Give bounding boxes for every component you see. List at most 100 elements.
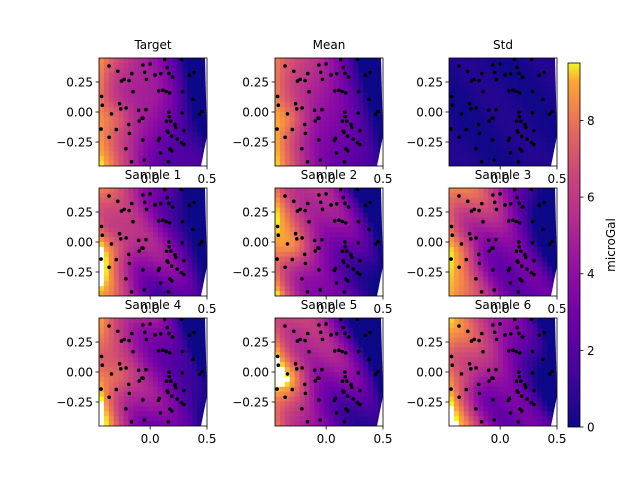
observation-point	[368, 200, 372, 205]
observation-point	[122, 207, 126, 212]
heat-cell	[123, 82, 130, 89]
observation-point	[275, 257, 279, 261]
heat-cell	[522, 376, 529, 383]
heat-cell	[478, 77, 484, 84]
heat-cell	[343, 227, 350, 233]
heat-cell	[182, 281, 188, 287]
heat-cell	[478, 281, 484, 287]
heat-cell	[182, 222, 188, 228]
heat-cell	[275, 271, 281, 277]
heat-cell	[275, 416, 281, 422]
heat-cell	[527, 411, 534, 417]
heat-cell	[373, 266, 379, 273]
heat-cell	[162, 82, 169, 89]
heat-cell	[449, 411, 455, 417]
heat-cell	[333, 357, 340, 363]
heat-cell	[338, 202, 345, 209]
heat-cell	[118, 352, 125, 358]
heat-cell	[108, 411, 115, 417]
observation-point	[124, 406, 128, 411]
heat-cell	[157, 112, 164, 118]
heat-cell	[118, 381, 125, 388]
heat-cell	[552, 107, 557, 113]
heat-cell	[483, 67, 489, 74]
heat-cell	[177, 337, 184, 344]
heat-cell	[358, 188, 364, 194]
heat-cell	[368, 116, 374, 123]
heat-cell	[503, 347, 509, 353]
heat-cell	[507, 372, 514, 378]
heat-cell	[488, 271, 494, 277]
heat-cell	[279, 192, 286, 199]
heat-cell	[187, 357, 193, 363]
heat-cell	[177, 82, 184, 89]
heat-cell	[133, 386, 139, 393]
heat-cell	[113, 271, 120, 277]
observation-point	[141, 63, 145, 67]
heat-cell	[182, 372, 188, 378]
heat-cell	[162, 107, 169, 113]
heat-cell	[522, 416, 529, 422]
heat-cell	[532, 281, 538, 287]
heat-cell	[304, 97, 310, 103]
heat-cell	[289, 141, 296, 147]
heat-cell	[157, 271, 164, 277]
heat-cell	[192, 87, 198, 93]
heat-cell	[343, 77, 350, 84]
heat-cell	[99, 281, 105, 287]
heat-cell	[187, 271, 193, 277]
heat-cell	[522, 116, 529, 123]
heat-cell	[138, 151, 144, 157]
observation-point	[167, 351, 172, 355]
heat-cell	[279, 362, 286, 368]
heat-cell	[542, 291, 548, 296]
heat-cell	[532, 362, 538, 368]
heat-cell	[517, 161, 524, 166]
heat-cell	[138, 251, 144, 258]
heat-cell	[378, 381, 383, 388]
heat-cell	[162, 72, 169, 79]
heat-cell	[329, 192, 335, 199]
heat-cell	[353, 202, 360, 209]
heat-cell	[314, 411, 320, 417]
heat-cell	[517, 188, 524, 194]
heat-cell	[473, 332, 480, 339]
heat-cell	[527, 337, 534, 344]
heat-cell	[333, 62, 340, 69]
heat-cell	[537, 396, 543, 403]
observation-point	[542, 200, 546, 205]
heat-cell	[507, 222, 514, 228]
y-tick-label: 0.00	[242, 236, 269, 250]
heat-cell	[498, 136, 504, 143]
heat-cell	[527, 192, 534, 199]
heat-cell	[493, 161, 499, 166]
heat-cell	[138, 391, 144, 398]
heat-cell	[324, 281, 330, 287]
heat-cell	[197, 332, 203, 339]
heat-cell	[197, 381, 203, 388]
heat-cell	[177, 77, 184, 84]
heat-cell	[453, 131, 460, 138]
heat-cell	[299, 281, 306, 287]
heat-cell	[512, 337, 519, 344]
heat-cell	[167, 67, 174, 74]
heat-cell	[294, 347, 301, 353]
heat-cell	[177, 251, 184, 258]
heat-cell	[202, 232, 207, 238]
heat-cell	[197, 416, 203, 422]
observation-point	[167, 110, 171, 114]
heat-cell	[537, 136, 543, 143]
heat-cell	[103, 161, 110, 166]
heat-cell	[284, 67, 291, 74]
heat-cell	[373, 77, 379, 84]
heat-cell	[488, 197, 494, 204]
heat-cell	[172, 232, 179, 238]
heat-cell	[493, 217, 499, 223]
heat-cell	[542, 107, 548, 113]
heat-cell	[103, 188, 110, 194]
observation-point	[167, 374, 172, 379]
heat-cell	[138, 281, 144, 287]
heat-cell	[284, 396, 291, 403]
heat-cell	[99, 121, 105, 128]
heat-cell	[542, 87, 548, 93]
